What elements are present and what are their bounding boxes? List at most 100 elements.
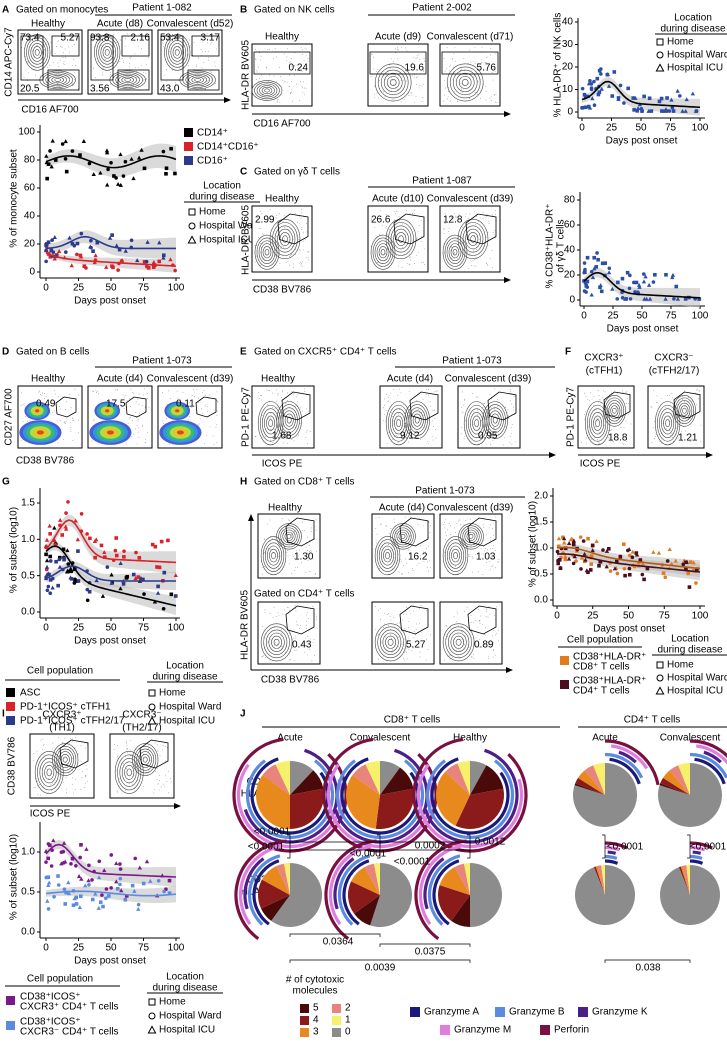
decor — [612, 566, 618, 571]
label: (cTFH2/17) — [649, 366, 700, 377]
decor — [52, 747, 54, 749]
decor — [655, 63, 665, 72]
decor — [472, 571, 473, 573]
decor — [273, 411, 274, 413]
decor — [618, 408, 620, 409]
decor — [457, 221, 459, 223]
decor — [449, 627, 451, 629]
decor — [76, 579, 81, 583]
decor — [591, 439, 593, 441]
decor — [588, 568, 593, 572]
decor — [114, 536, 119, 540]
label: 0.0375 — [415, 947, 446, 958]
decor — [72, 65, 73, 66]
decor — [194, 78, 201, 82]
decor — [447, 629, 470, 655]
decor — [85, 587, 90, 592]
decor — [607, 850, 617, 855]
decor — [428, 536, 430, 538]
decor — [585, 279, 590, 284]
decor — [269, 548, 278, 563]
decor — [697, 297, 702, 301]
label: 17.5 — [106, 399, 126, 410]
decor — [694, 411, 696, 413]
decor — [61, 547, 66, 552]
decor — [33, 760, 34, 761]
decor — [415, 634, 416, 636]
decor — [104, 264, 109, 269]
decor — [495, 516, 497, 518]
decor — [663, 107, 669, 112]
decor — [260, 56, 262, 58]
decor — [455, 788, 504, 829]
label: CXCR3⁺ — [42, 710, 81, 721]
decor — [453, 635, 465, 649]
decor — [280, 437, 282, 439]
label: CXCR3⁻ CD4⁺ T cells — [20, 1027, 119, 1038]
decor — [675, 296, 681, 301]
decor — [308, 251, 310, 253]
decor — [488, 606, 490, 608]
decor — [654, 421, 656, 422]
decor — [458, 648, 460, 650]
decor — [304, 239, 306, 241]
decor — [204, 405, 206, 407]
decor — [67, 569, 72, 574]
decor — [379, 629, 402, 655]
decor — [471, 655, 473, 657]
decor — [507, 409, 509, 411]
decor — [491, 100, 493, 102]
decor — [125, 38, 127, 40]
decor — [470, 61, 472, 63]
decor — [620, 276, 625, 281]
decor — [581, 80, 701, 109]
label: Location — [671, 634, 709, 645]
label: Convalescent (d71) — [427, 32, 514, 43]
decor — [111, 37, 113, 38]
decor — [114, 879, 119, 884]
decor — [464, 863, 470, 895]
decor — [444, 70, 446, 72]
decor — [452, 69, 478, 96]
decor — [579, 567, 583, 571]
decor — [267, 641, 269, 643]
decor — [386, 214, 387, 215]
decor — [70, 738, 72, 740]
decor — [460, 69, 461, 71]
label: <0.0001 — [690, 842, 727, 853]
label: Cell population — [567, 635, 633, 646]
decor — [284, 863, 290, 895]
decor — [475, 620, 477, 621]
decor — [409, 263, 411, 265]
decor — [487, 657, 489, 659]
decor — [451, 657, 453, 658]
decor — [289, 959, 471, 963]
label: CXCR3⁺ — [584, 353, 623, 364]
decor — [405, 516, 407, 518]
decor — [583, 414, 585, 416]
decor — [98, 170, 103, 175]
decor — [646, 282, 652, 287]
decor — [263, 654, 265, 656]
decor — [484, 403, 485, 405]
y-tick-label: 100 — [18, 127, 35, 138]
decor — [371, 219, 372, 221]
decor — [137, 419, 139, 420]
decor — [447, 529, 449, 531]
y-tick-label: 80 — [564, 195, 576, 206]
decor — [486, 70, 488, 72]
decor — [683, 416, 684, 418]
decor — [418, 562, 420, 564]
decor — [146, 393, 148, 394]
decor — [603, 261, 608, 265]
decor — [428, 570, 429, 572]
decor — [287, 834, 291, 859]
decor — [378, 218, 380, 220]
label: A — [2, 5, 9, 16]
label: molecules — [292, 986, 337, 997]
axis-title: % of subset (log10) — [9, 834, 20, 920]
decor — [657, 763, 722, 827]
decor — [114, 243, 119, 248]
decor — [404, 627, 406, 629]
label: CD38⁺HLA-DR⁺ — [573, 652, 646, 663]
